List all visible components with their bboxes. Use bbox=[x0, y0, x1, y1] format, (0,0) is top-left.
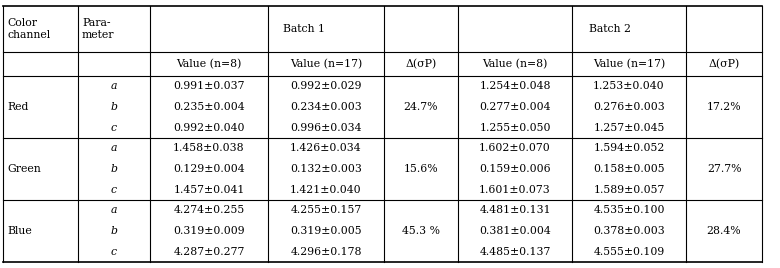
Text: 0.319±0.005: 0.319±0.005 bbox=[290, 226, 362, 236]
Text: 15.6%: 15.6% bbox=[404, 164, 438, 174]
Text: 4.287±0.277: 4.287±0.277 bbox=[173, 247, 245, 257]
Text: 4.481±0.131: 4.481±0.131 bbox=[479, 205, 551, 215]
Text: 17.2%: 17.2% bbox=[707, 102, 741, 112]
Text: Para-
meter: Para- meter bbox=[82, 18, 115, 40]
Text: 0.381±0.004: 0.381±0.004 bbox=[479, 226, 551, 236]
Text: 45.3 %: 45.3 % bbox=[402, 226, 440, 236]
Text: 24.7%: 24.7% bbox=[404, 102, 438, 112]
Text: 0.129±0.004: 0.129±0.004 bbox=[173, 164, 245, 174]
Text: b: b bbox=[111, 102, 118, 112]
Text: 0.132±0.003: 0.132±0.003 bbox=[290, 164, 362, 174]
Text: 1.601±0.073: 1.601±0.073 bbox=[479, 185, 551, 195]
Text: 28.4%: 28.4% bbox=[707, 226, 741, 236]
Text: 0.158±0.005: 0.158±0.005 bbox=[593, 164, 665, 174]
Text: a: a bbox=[111, 205, 117, 215]
Text: 1.458±0.038: 1.458±0.038 bbox=[173, 143, 245, 153]
Text: Batch 1: Batch 1 bbox=[283, 24, 325, 34]
Text: c: c bbox=[111, 247, 117, 257]
Text: 0.319±0.009: 0.319±0.009 bbox=[173, 226, 245, 236]
Text: Value (n=17): Value (n=17) bbox=[290, 59, 362, 69]
Text: 0.277±0.004: 0.277±0.004 bbox=[479, 102, 551, 112]
Text: 0.159±0.006: 0.159±0.006 bbox=[479, 164, 551, 174]
Text: 0.235±0.004: 0.235±0.004 bbox=[173, 102, 245, 112]
Text: 4.535±0.100: 4.535±0.100 bbox=[594, 205, 665, 215]
Text: Value (n=17): Value (n=17) bbox=[593, 59, 665, 69]
Text: 1.602±0.070: 1.602±0.070 bbox=[479, 143, 551, 153]
Text: Value (n=8): Value (n=8) bbox=[482, 59, 548, 69]
Text: 4.485±0.137: 4.485±0.137 bbox=[480, 247, 551, 257]
Text: 0.234±0.003: 0.234±0.003 bbox=[290, 102, 362, 112]
Text: 0.992±0.040: 0.992±0.040 bbox=[173, 123, 245, 133]
Text: a: a bbox=[111, 143, 117, 153]
Text: 1.421±0.040: 1.421±0.040 bbox=[290, 185, 362, 195]
Text: 0.378±0.003: 0.378±0.003 bbox=[593, 226, 665, 236]
Text: 1.253±0.040: 1.253±0.040 bbox=[593, 81, 665, 91]
Text: b: b bbox=[111, 226, 118, 236]
Text: 4.274±0.255: 4.274±0.255 bbox=[173, 205, 245, 215]
Text: Δ(σP): Δ(σP) bbox=[708, 59, 739, 69]
Text: 1.589±0.057: 1.589±0.057 bbox=[594, 185, 665, 195]
Text: 1.594±0.052: 1.594±0.052 bbox=[594, 143, 665, 153]
Text: Blue: Blue bbox=[7, 226, 32, 236]
Text: 0.991±0.037: 0.991±0.037 bbox=[173, 81, 245, 91]
Text: 4.255±0.157: 4.255±0.157 bbox=[290, 205, 362, 215]
Text: 27.7%: 27.7% bbox=[707, 164, 741, 174]
Text: b: b bbox=[111, 164, 118, 174]
Text: Red: Red bbox=[7, 102, 28, 112]
Text: Batch 2: Batch 2 bbox=[589, 24, 631, 34]
Text: 0.992±0.029: 0.992±0.029 bbox=[290, 81, 362, 91]
Text: c: c bbox=[111, 123, 117, 133]
Text: 1.254±0.048: 1.254±0.048 bbox=[479, 81, 551, 91]
Text: 4.296±0.178: 4.296±0.178 bbox=[290, 247, 362, 257]
Text: 1.257±0.045: 1.257±0.045 bbox=[594, 123, 665, 133]
Text: Δ(σP): Δ(σP) bbox=[406, 59, 437, 69]
Text: c: c bbox=[111, 185, 117, 195]
Text: Color
channel: Color channel bbox=[7, 18, 50, 40]
Text: 1.255±0.050: 1.255±0.050 bbox=[479, 123, 551, 133]
Text: 1.426±0.034: 1.426±0.034 bbox=[290, 143, 362, 153]
Text: 4.555±0.109: 4.555±0.109 bbox=[594, 247, 665, 257]
Text: Value (n=8): Value (n=8) bbox=[176, 59, 242, 69]
Text: Green: Green bbox=[7, 164, 41, 174]
Text: 0.996±0.034: 0.996±0.034 bbox=[290, 123, 362, 133]
Text: 1.457±0.041: 1.457±0.041 bbox=[173, 185, 245, 195]
Text: a: a bbox=[111, 81, 117, 91]
Text: 0.276±0.003: 0.276±0.003 bbox=[593, 102, 665, 112]
